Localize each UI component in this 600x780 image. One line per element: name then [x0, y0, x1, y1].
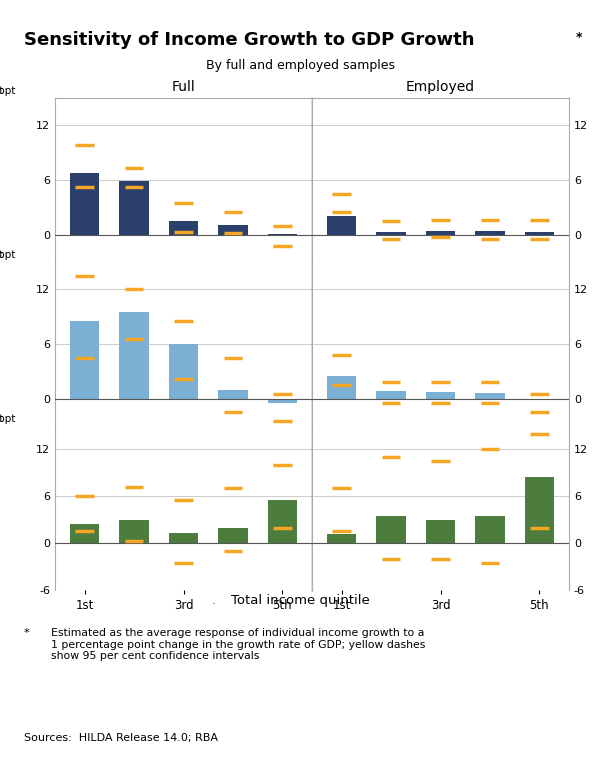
Bar — [425, 392, 455, 399]
Bar — [119, 181, 149, 235]
Text: ppt: ppt — [0, 87, 4, 97]
Bar — [169, 533, 199, 543]
Text: *: * — [24, 628, 29, 638]
Bar — [475, 231, 505, 235]
Text: Employed: Employed — [406, 80, 475, 94]
Bar — [376, 516, 406, 543]
Text: Sources:  HILDA Release 14.0; RBA: Sources: HILDA Release 14.0; RBA — [24, 733, 218, 743]
Bar — [169, 344, 199, 399]
Text: *: * — [576, 31, 583, 44]
Bar — [218, 225, 248, 235]
Text: Total income quintile: Total income quintile — [230, 594, 370, 608]
Bar — [475, 393, 505, 399]
Text: Estimated as the average response of individual income growth to a
1 percentage : Estimated as the average response of ind… — [51, 628, 425, 661]
Bar — [70, 172, 100, 235]
Bar — [327, 534, 356, 543]
Text: ppt: ppt — [0, 414, 16, 424]
Bar — [218, 389, 248, 399]
Bar — [218, 527, 248, 543]
Text: Full: Full — [172, 80, 196, 94]
Bar — [327, 216, 356, 235]
Bar — [119, 312, 149, 399]
Bar — [376, 392, 406, 399]
Text: ppt: ppt — [0, 87, 16, 97]
Text: By full and employed samples: By full and employed samples — [205, 58, 395, 72]
Bar — [169, 221, 199, 235]
Text: ppt: ppt — [0, 414, 4, 424]
Bar — [524, 399, 554, 400]
Bar — [475, 516, 505, 543]
Bar — [327, 376, 356, 399]
Bar — [425, 519, 455, 543]
Bar — [376, 232, 406, 235]
Text: Sensitivity of Income Growth to GDP Growth: Sensitivity of Income Growth to GDP Grow… — [24, 31, 475, 49]
Bar — [268, 399, 297, 403]
Bar — [425, 232, 455, 235]
Text: .: . — [212, 594, 215, 608]
Text: ppt: ppt — [0, 250, 4, 261]
Bar — [119, 519, 149, 543]
Bar — [524, 477, 554, 543]
Bar — [70, 321, 100, 399]
Text: ppt: ppt — [0, 250, 16, 261]
Bar — [268, 500, 297, 543]
Bar — [70, 523, 100, 543]
Bar — [524, 232, 554, 235]
